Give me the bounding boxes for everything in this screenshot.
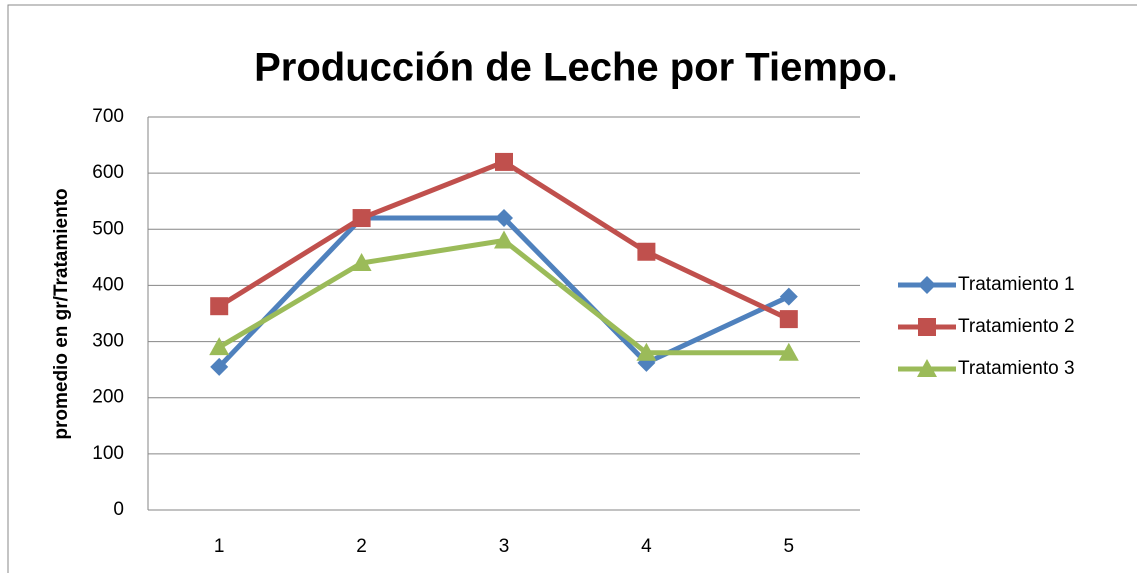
- marker: [351, 252, 372, 271]
- marker: [778, 342, 799, 361]
- chart-frame: [7, 4, 1137, 573]
- marker: [495, 152, 513, 171]
- y-tick-label: 700: [92, 106, 124, 127]
- y-tick-label: 300: [92, 331, 124, 352]
- x-tick-label: 3: [499, 536, 510, 557]
- legend-marker: [917, 359, 937, 377]
- y-axis-label: promedio en gr/Tratamiento: [51, 188, 72, 439]
- y-tick-label: 200: [92, 387, 124, 408]
- marker: [352, 209, 371, 228]
- marker: [209, 337, 230, 356]
- legend-marker: [918, 318, 936, 336]
- legend-marker: [918, 276, 936, 294]
- x-tick-label: 4: [641, 536, 652, 557]
- legend-label: Tratamiento 3: [958, 358, 1075, 379]
- marker: [210, 297, 229, 316]
- marker: [637, 242, 656, 261]
- marker: [636, 342, 657, 361]
- legend-label: Tratamiento 2: [958, 316, 1075, 337]
- y-tick-label: 400: [92, 274, 124, 295]
- y-tick-label: 100: [92, 443, 124, 464]
- chart-title: Producción de Leche por Tiempo.: [254, 46, 898, 90]
- legend-label: Tratamiento 1: [958, 274, 1075, 295]
- x-tick-label: 5: [784, 536, 795, 557]
- x-tick-label: 1: [214, 536, 225, 557]
- marker: [495, 209, 513, 228]
- marker: [779, 287, 798, 306]
- marker: [779, 310, 798, 329]
- y-tick-label: 0: [113, 499, 124, 520]
- y-tick-label: 600: [92, 162, 124, 183]
- marker: [210, 357, 229, 376]
- y-tick-label: 500: [92, 218, 124, 239]
- marker: [494, 230, 514, 249]
- x-tick-label: 2: [356, 536, 367, 557]
